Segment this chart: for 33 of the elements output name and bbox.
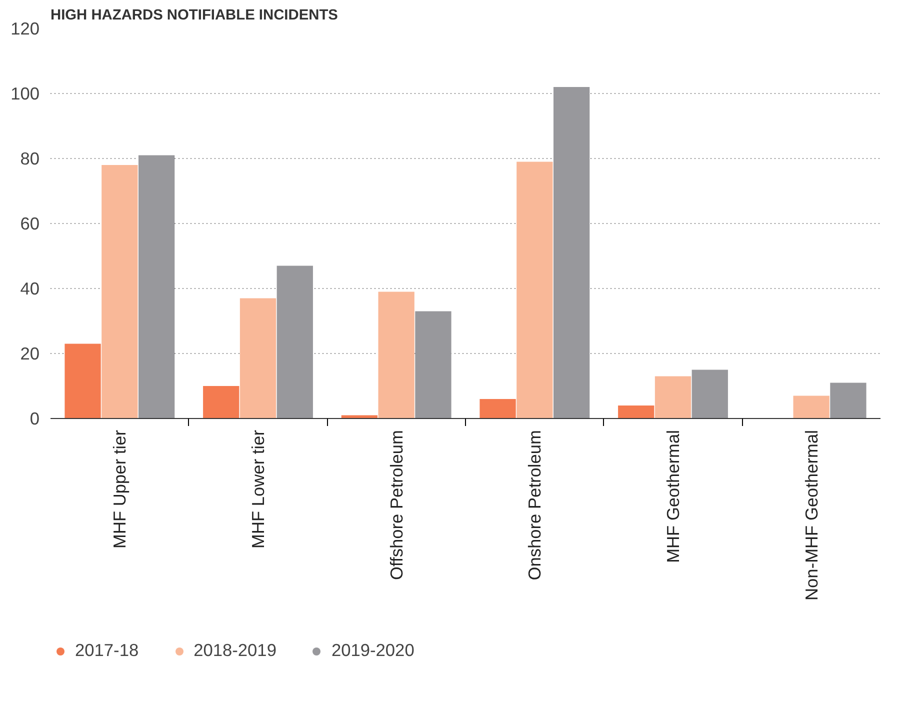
y-tick-label: 0	[30, 408, 40, 428]
bar	[240, 298, 276, 418]
bar	[203, 386, 240, 418]
y-tick-label: 40	[20, 278, 40, 298]
bar	[793, 396, 830, 418]
legend-label: 2019-2020	[331, 640, 414, 661]
x-tick-label: MHF Lower tier	[248, 430, 268, 548]
x-tick-label: MHF Upper tier	[110, 430, 130, 548]
x-tick-label: MHF Geothermal	[663, 430, 683, 563]
bar	[618, 406, 654, 418]
bar	[138, 155, 175, 418]
bar	[276, 266, 313, 418]
x-tick-label: Non-MHF Geothermal	[801, 430, 822, 600]
bar	[480, 399, 516, 418]
bar	[415, 311, 452, 418]
x-tick-label: Onshore Petroleum	[524, 430, 545, 580]
y-tick-label: 60	[20, 214, 40, 234]
y-tick-label: 80	[20, 148, 40, 168]
bar	[102, 165, 138, 418]
bar	[553, 87, 590, 418]
legend-label: 2018-2019	[194, 640, 276, 661]
bar	[516, 162, 553, 418]
x-tick-label: Offshore Petroleum	[386, 430, 406, 580]
legend-label: 2017-18	[75, 640, 139, 661]
y-tick-label: 20	[20, 344, 40, 364]
chart-title: HIGH HAZARDS NOTIFIABLE INCIDENTS	[50, 8, 338, 24]
y-tick-label: 120	[10, 18, 40, 38]
y-tick-label: 100	[10, 84, 40, 104]
bar	[830, 382, 866, 418]
bar	[378, 292, 414, 418]
bar	[64, 344, 101, 418]
bar	[692, 370, 728, 418]
bar	[654, 376, 692, 418]
